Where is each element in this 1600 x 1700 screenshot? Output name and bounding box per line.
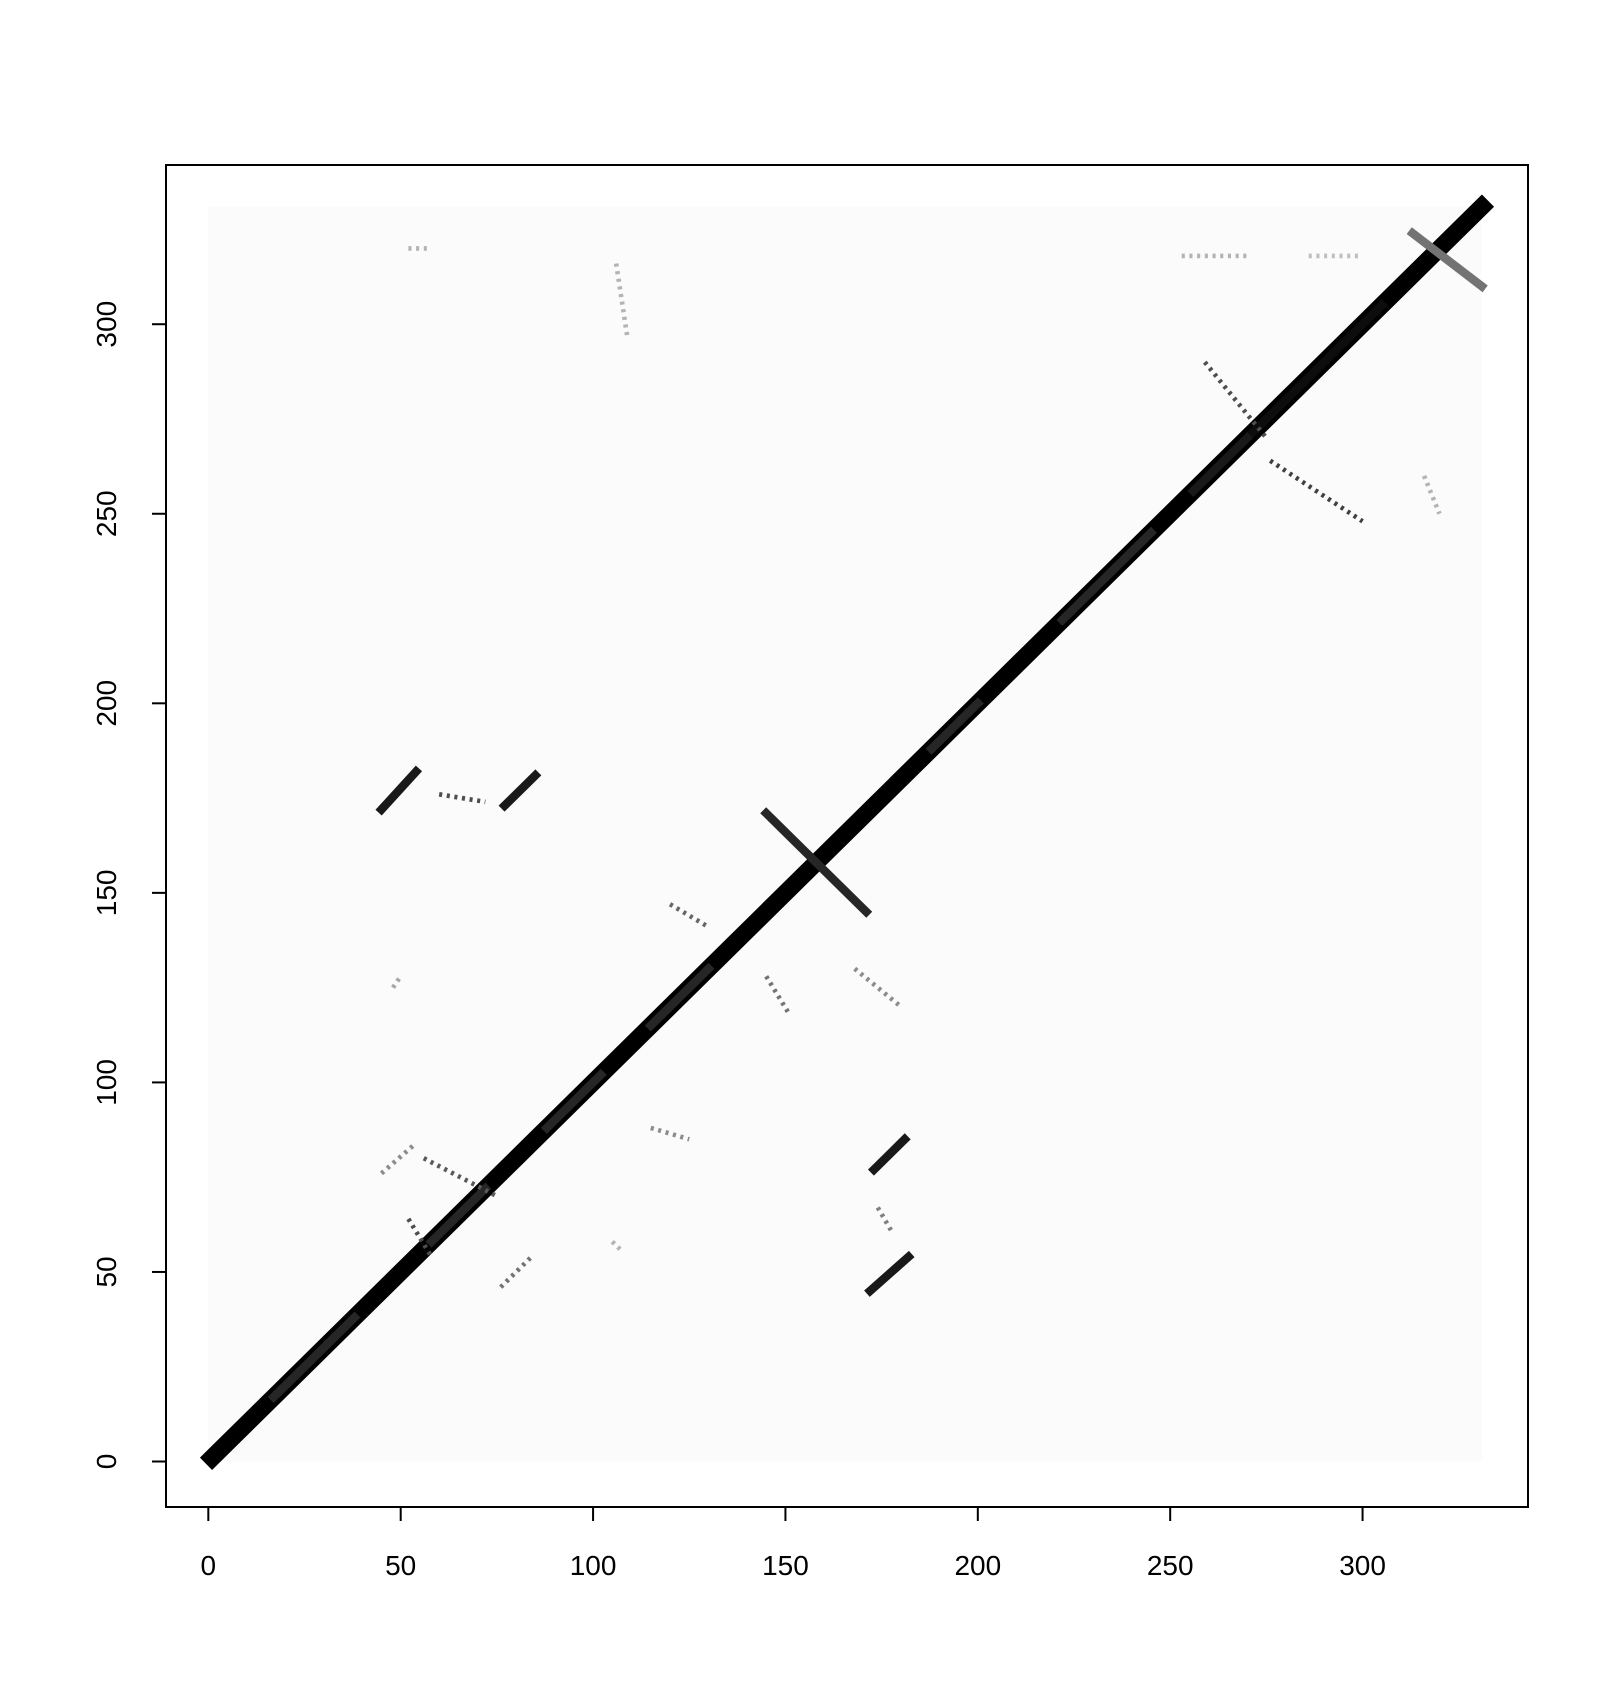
x-tick-label: 150	[762, 1550, 809, 1581]
contact-dotted-segment	[650, 1125, 690, 1142]
contact-dotted-segment	[391, 974, 403, 989]
x-tick-label: 0	[201, 1550, 217, 1581]
contact-dotted-segment	[853, 966, 903, 1009]
y-tick-label: 0	[91, 1454, 122, 1470]
contact-segment	[498, 769, 542, 812]
y-tick-label: 150	[91, 870, 122, 917]
y-tick-label: 250	[91, 490, 122, 537]
contact-dotted-segment	[610, 1239, 622, 1251]
x-tick-label: 50	[385, 1550, 416, 1581]
contact-dotted-segment	[1203, 360, 1269, 440]
x-tick-label: 300	[1339, 1550, 1386, 1581]
contact-dotted-segment	[1268, 458, 1364, 524]
contact-segment	[864, 1250, 915, 1297]
contact-dotted-segment	[438, 792, 486, 805]
y-tick-label: 100	[91, 1059, 122, 1106]
contact-segment	[644, 962, 715, 1032]
contact-segment	[1244, 299, 1388, 441]
contact-segment	[1187, 431, 1254, 498]
contact-segment	[375, 765, 423, 816]
contact-segment	[540, 1068, 607, 1134]
contact-segment	[760, 807, 873, 918]
contact-segment	[925, 697, 984, 755]
x-tick-label: 100	[570, 1550, 617, 1581]
x-tick-label: 250	[1147, 1550, 1194, 1581]
y-tick-label: 300	[91, 301, 122, 348]
y-axis: 0 50 100 150 200 250 300	[91, 301, 167, 1470]
contact-segment	[867, 1133, 911, 1176]
y-tick-label: 50	[91, 1256, 122, 1287]
x-axis: 0 50 100 150 200 250 300	[201, 1506, 1386, 1581]
contact-segment	[1406, 227, 1488, 293]
contact-segment	[425, 1182, 492, 1248]
heatmap-layer	[199, 194, 1495, 1470]
contact-segment	[267, 1311, 361, 1404]
contact-dotted-segment	[422, 1156, 498, 1199]
y-tick-label: 200	[91, 680, 122, 727]
contact-dotted-segment	[875, 1206, 896, 1236]
contact-dotted-segment	[613, 263, 630, 340]
contact-segment	[1056, 526, 1157, 626]
x-tick-label: 200	[954, 1550, 1001, 1581]
